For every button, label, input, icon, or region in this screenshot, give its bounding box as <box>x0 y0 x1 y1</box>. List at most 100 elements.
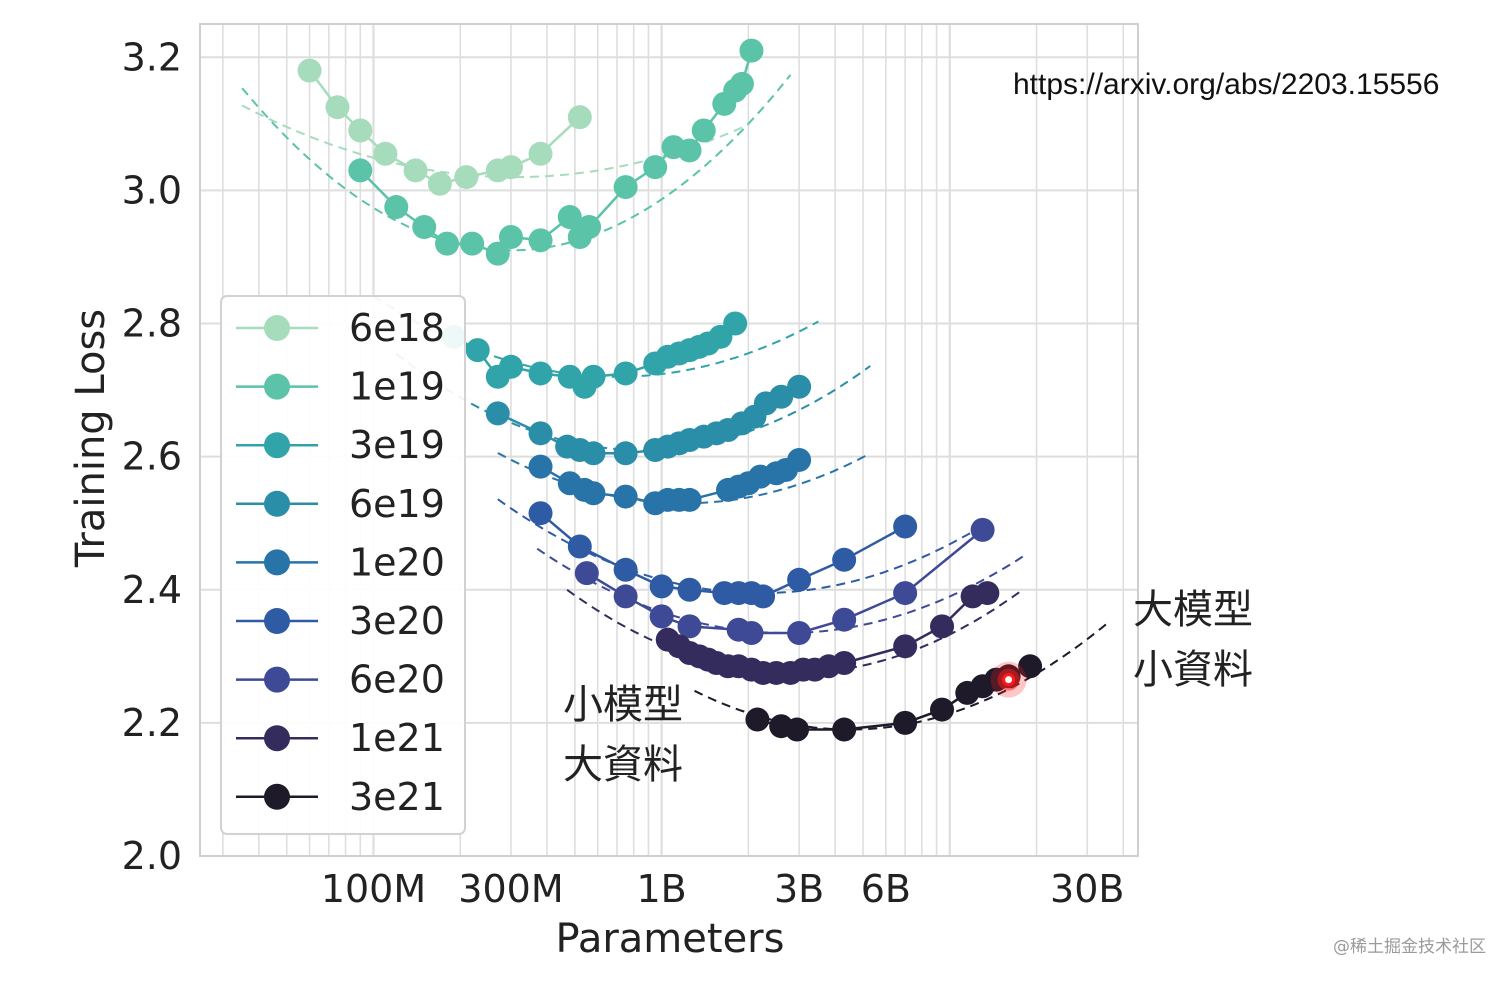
data-points <box>297 38 1043 742</box>
data-point <box>348 158 373 183</box>
data-point <box>567 534 592 559</box>
data-point <box>528 501 553 526</box>
legend-label: 3e20 <box>349 599 445 643</box>
data-point <box>832 607 857 632</box>
data-point <box>787 447 812 472</box>
legend-swatch-marker <box>264 725 290 752</box>
legend-items: 6e18 1e19 3e19 6e19 1e20 3e20 6e20 1e21 3e21 <box>236 306 445 819</box>
legend-entry: 6e19 <box>236 482 445 526</box>
data-point <box>729 71 754 96</box>
x-tick-label: 3B <box>774 867 824 911</box>
legend-swatch-marker <box>264 783 290 810</box>
data-point <box>832 717 857 742</box>
data-point <box>613 441 638 466</box>
data-point <box>649 574 674 599</box>
legend-label: 6e19 <box>349 482 445 526</box>
data-point <box>348 118 373 143</box>
data-point <box>384 195 409 220</box>
annotation-small-model: 小模型 大資料 <box>563 682 683 788</box>
data-point <box>613 175 638 200</box>
series-line <box>586 528 984 635</box>
y-tick-label: 2.6 <box>122 435 182 479</box>
data-point <box>787 621 812 646</box>
legend-box <box>220 295 466 835</box>
data-point <box>454 165 479 190</box>
fit-curve <box>241 74 792 252</box>
highlight-point <box>1002 673 1016 687</box>
data-point <box>893 514 918 539</box>
series-3e19 <box>441 311 748 399</box>
data-point <box>751 584 776 609</box>
data-point <box>677 577 702 602</box>
data-point <box>649 604 674 629</box>
data-point <box>893 634 918 659</box>
highlight-marker <box>990 661 1027 698</box>
data-point <box>893 710 918 735</box>
series-1e20 <box>528 447 812 516</box>
data-point <box>460 231 485 256</box>
legend-swatch-marker <box>264 490 290 517</box>
data-point <box>498 224 523 249</box>
series-1e21 <box>655 581 1000 685</box>
data-point <box>567 105 592 130</box>
data-point <box>739 38 764 63</box>
x-tick-labels: 100M 300M 1B 3B 6B 30B <box>321 867 1125 911</box>
data-point <box>832 650 857 675</box>
x-axis-title: Parameters <box>556 916 785 962</box>
source-url: https://arxiv.org/abs/2203.15556 <box>1013 68 1439 101</box>
data-point <box>787 567 812 592</box>
x-tick-label: 100M <box>321 867 426 911</box>
legend-swatch-marker <box>264 315 290 341</box>
annotation-small-model-line2: 大資料 <box>563 742 683 788</box>
y-tick-label: 2.0 <box>122 834 182 878</box>
x-tick-label: 6B <box>861 867 911 911</box>
data-point <box>498 354 523 379</box>
series-1e19 <box>348 38 764 266</box>
legend-swatch-marker <box>264 666 290 693</box>
data-point <box>613 484 638 509</box>
legend-swatch-marker <box>264 373 290 400</box>
legend-entry: 1e19 <box>236 365 445 409</box>
watermark: @稀土掘金技术社区 <box>1333 937 1486 957</box>
data-point <box>373 141 398 166</box>
series-6e19 <box>485 374 812 466</box>
data-point <box>677 614 702 639</box>
data-point <box>581 481 606 506</box>
data-point <box>297 58 322 83</box>
data-point <box>832 547 857 572</box>
legend-entry: 3e20 <box>236 599 445 643</box>
series-3e20 <box>528 501 918 609</box>
legend-entry: 6e20 <box>236 658 445 702</box>
legend-swatch-marker <box>264 432 290 459</box>
data-point <box>403 158 428 183</box>
y-tick-label: 2.4 <box>122 568 182 612</box>
data-point <box>893 581 918 606</box>
legend-swatch-marker <box>264 549 290 576</box>
data-point <box>581 441 606 466</box>
x-tick-label: 1B <box>637 867 687 911</box>
data-point <box>930 614 955 639</box>
legend-label: 1e19 <box>349 365 445 409</box>
y-tick-label: 3.2 <box>122 35 182 79</box>
legend-swatch-marker <box>264 608 290 634</box>
data-point <box>528 361 553 386</box>
data-point <box>412 215 437 240</box>
data-point <box>975 581 1000 606</box>
legend-label: 6e20 <box>349 658 445 702</box>
data-point <box>528 141 553 166</box>
x-tick-label: 300M <box>458 867 563 911</box>
data-point <box>498 155 523 180</box>
data-point <box>528 454 553 479</box>
y-axis-title: Training Loss <box>68 309 114 568</box>
data-point <box>691 118 716 143</box>
annotation-large-model: 大模型 小資料 <box>1133 587 1253 693</box>
y-tick-label: 3.0 <box>122 168 182 212</box>
y-tick-labels: 2.0 2.2 2.4 2.6 2.8 3.0 3.2 <box>122 35 182 878</box>
data-point <box>745 707 770 732</box>
data-point <box>613 584 638 609</box>
data-point <box>528 421 553 446</box>
series-6e20 <box>574 517 995 646</box>
data-point <box>528 228 553 253</box>
annotation-large-model-line1: 大模型 <box>1133 587 1253 633</box>
